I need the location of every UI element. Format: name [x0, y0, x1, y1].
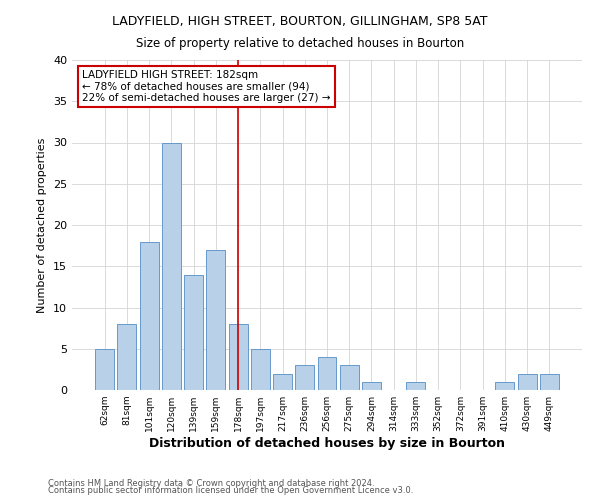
Bar [95, 349, 114, 390]
Bar [340, 365, 359, 390]
Bar [229, 324, 248, 390]
Bar [273, 374, 292, 390]
Bar [162, 142, 181, 390]
Text: Size of property relative to detached houses in Bourton: Size of property relative to detached ho… [136, 38, 464, 51]
Bar [251, 349, 270, 390]
Bar [496, 382, 514, 390]
Text: LADYFIELD HIGH STREET: 182sqm
← 78% of detached houses are smaller (94)
22% of s: LADYFIELD HIGH STREET: 182sqm ← 78% of d… [82, 70, 331, 103]
Y-axis label: Number of detached properties: Number of detached properties [37, 138, 47, 312]
Text: Contains HM Land Registry data © Crown copyright and database right 2024.: Contains HM Land Registry data © Crown c… [48, 478, 374, 488]
Text: LADYFIELD, HIGH STREET, BOURTON, GILLINGHAM, SP8 5AT: LADYFIELD, HIGH STREET, BOURTON, GILLING… [112, 15, 488, 28]
Text: Contains public sector information licensed under the Open Government Licence v3: Contains public sector information licen… [48, 486, 413, 495]
Bar [140, 242, 158, 390]
Bar [206, 250, 225, 390]
Bar [317, 357, 337, 390]
Bar [295, 365, 314, 390]
Bar [518, 374, 536, 390]
Bar [540, 374, 559, 390]
X-axis label: Distribution of detached houses by size in Bourton: Distribution of detached houses by size … [149, 437, 505, 450]
Bar [362, 382, 381, 390]
Bar [118, 324, 136, 390]
Bar [406, 382, 425, 390]
Bar [184, 274, 203, 390]
